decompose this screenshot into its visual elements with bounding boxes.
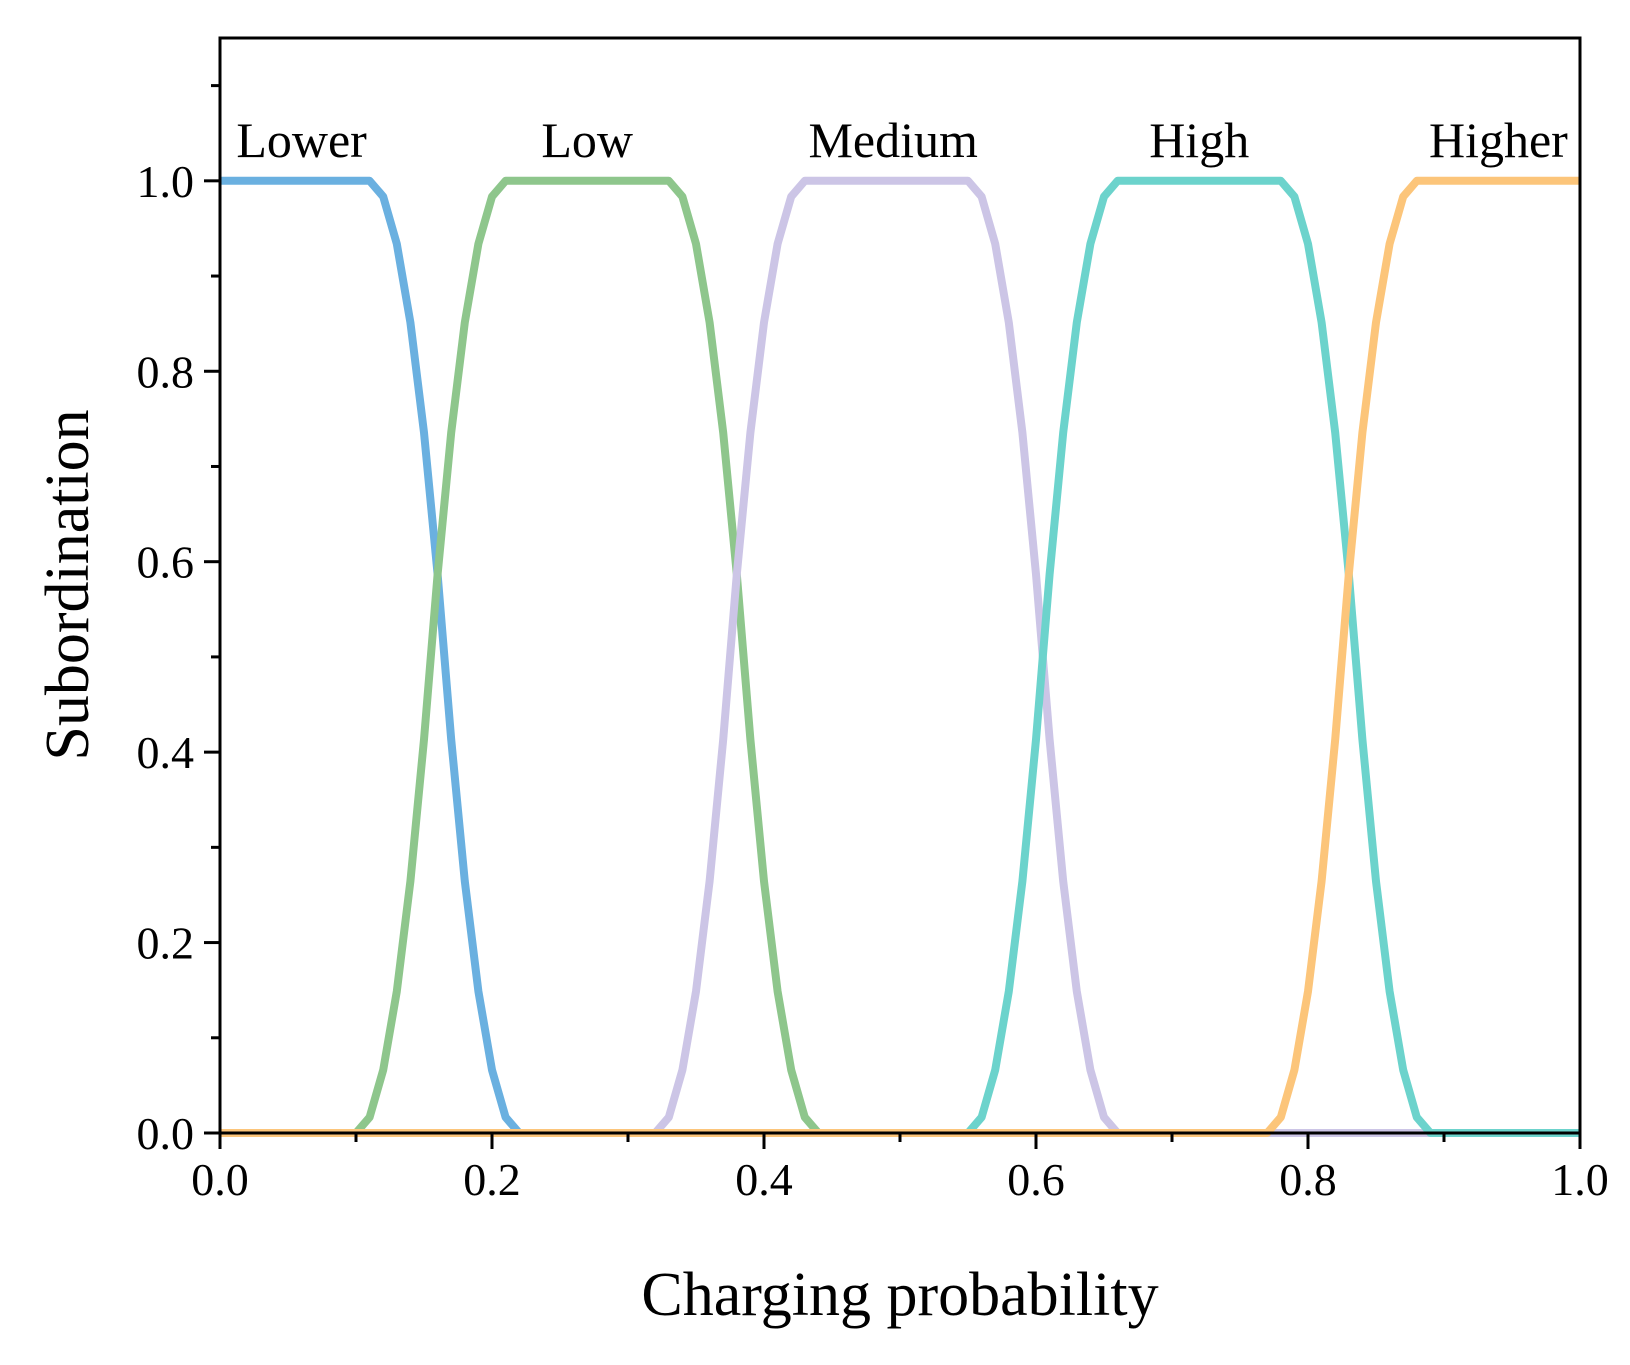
tick-layer: 0.0 0.2 0.4 0.6 0.8 1.0 0.0 0.2 0.4 0.6 0.8 1.0 [137,84,1609,1205]
series-line-higher [220,176,1580,1137]
series-label-lower: Lower [236,112,367,168]
y-axis-title: Subordination [34,409,102,760]
x-axis-title: Charging probability [641,1261,1158,1329]
y-tick-label: 0.6 [137,537,195,588]
y-tick-label: 0.2 [137,918,195,969]
x-tick-label: 0.4 [735,1154,793,1205]
y-tick-label: 0.0 [137,1108,195,1159]
series-label-higher: Higher [1429,112,1568,168]
x-tick-label: 0.6 [1007,1154,1065,1205]
y-tick-label: 0.8 [137,346,195,397]
series-label-high: High [1149,112,1249,168]
series-label-low: Low [541,112,633,168]
y-tick-label: 1.0 [137,156,195,207]
y-tick-label: 0.4 [137,727,195,778]
series-label-medium: Medium [808,112,978,168]
x-tick-label: 0.0 [191,1154,249,1205]
x-tick-label: 0.2 [463,1154,521,1205]
x-tick-label: 0.8 [1279,1154,1337,1205]
x-tick-label: 1.0 [1551,1154,1609,1205]
plot-frame [218,36,1582,1135]
series-layer [220,176,1580,1137]
label-layer: Lower Low Medium High Higher [236,112,1568,168]
